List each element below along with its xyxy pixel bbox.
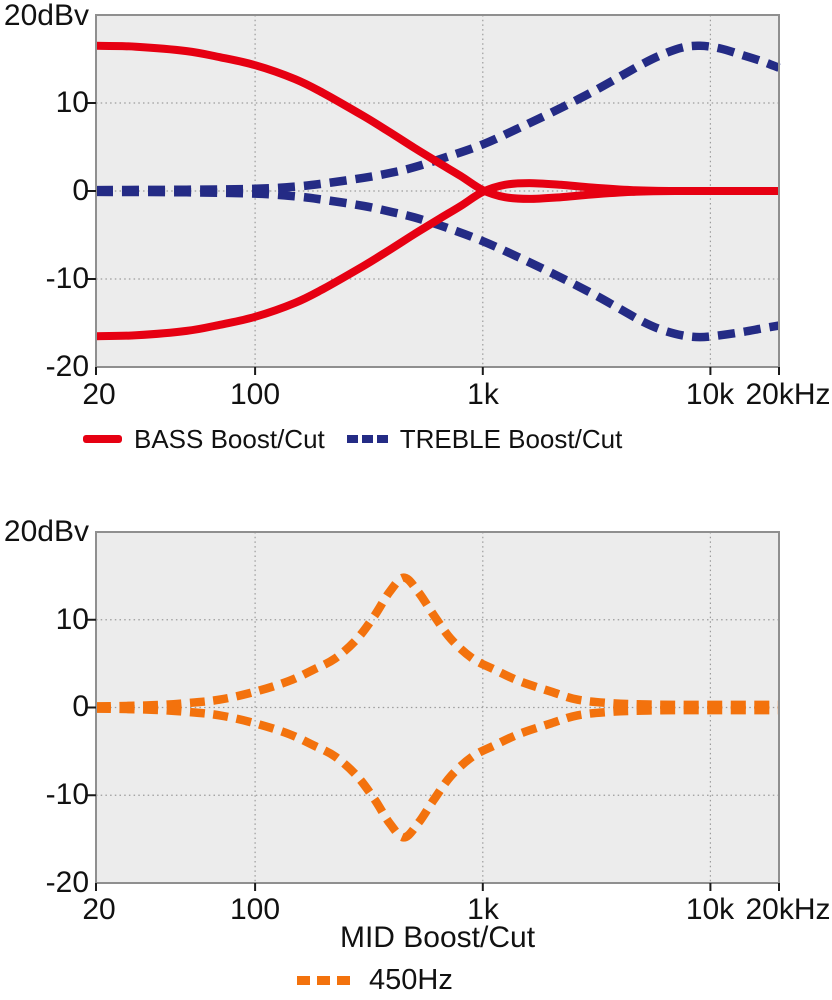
- y-tick-label: 10: [55, 603, 89, 636]
- bass-line-swatch: [83, 435, 122, 443]
- treble-cut-curve: [95, 187, 780, 342]
- mid-boost-curve: [95, 573, 779, 711]
- legend-label-treble: TREBLE Boost/Cut: [399, 424, 623, 454]
- x-tick-label: 100: [229, 378, 281, 411]
- x-tick-label: 20: [82, 378, 116, 411]
- treble-line-swatch: [346, 435, 388, 443]
- bass-cut-curve: [95, 179, 779, 341]
- mid-chart: [87, 531, 780, 891]
- legend-item-mid: 450Hz: [297, 963, 453, 997]
- x-tick-label: 1k: [467, 378, 499, 411]
- bass-treble-chart: [87, 14, 781, 375]
- y-tick-label: 0: [72, 174, 89, 207]
- legend-item-treble: TREBLE Boost/Cut: [346, 423, 623, 455]
- x-tick-label: 20kHz: [745, 893, 831, 926]
- y-tick-label: -10: [45, 262, 89, 295]
- plot-area-background: [96, 532, 779, 883]
- legend-item-bass: BASS Boost/Cut: [83, 423, 325, 455]
- x-tick-label: 1k: [467, 893, 499, 926]
- x-tick-label: 20: [82, 893, 116, 926]
- y-tick-label: -20: [45, 866, 89, 899]
- y-axis-unit-label: 20dBv: [3, 515, 89, 548]
- bass-treble-legend: BASS Boost/Cut TREBLE Boost/Cut: [83, 423, 622, 455]
- y-tick-label: -20: [45, 350, 89, 383]
- mid-chart-title: MID Boost/Cut: [339, 921, 536, 954]
- legend-label-mid: 450Hz: [369, 964, 453, 996]
- y-tick-label: 0: [72, 690, 89, 723]
- legend-label-bass: BASS Boost/Cut: [134, 424, 325, 454]
- treble-boost-curve: [95, 41, 781, 195]
- y-tick-label: 10: [55, 86, 89, 119]
- x-tick-label: 100: [229, 893, 281, 926]
- mid-cut-curve: [95, 704, 779, 842]
- x-tick-label: 10k: [685, 893, 735, 926]
- x-tick-label: 10k: [685, 378, 735, 411]
- mid-line-swatch: [297, 975, 357, 985]
- x-tick-label: 20kHz: [745, 378, 831, 411]
- y-tick-label: -10: [45, 778, 89, 811]
- mid-legend: 450Hz: [297, 963, 453, 997]
- y-axis-unit-label: 20dBv: [3, 0, 89, 32]
